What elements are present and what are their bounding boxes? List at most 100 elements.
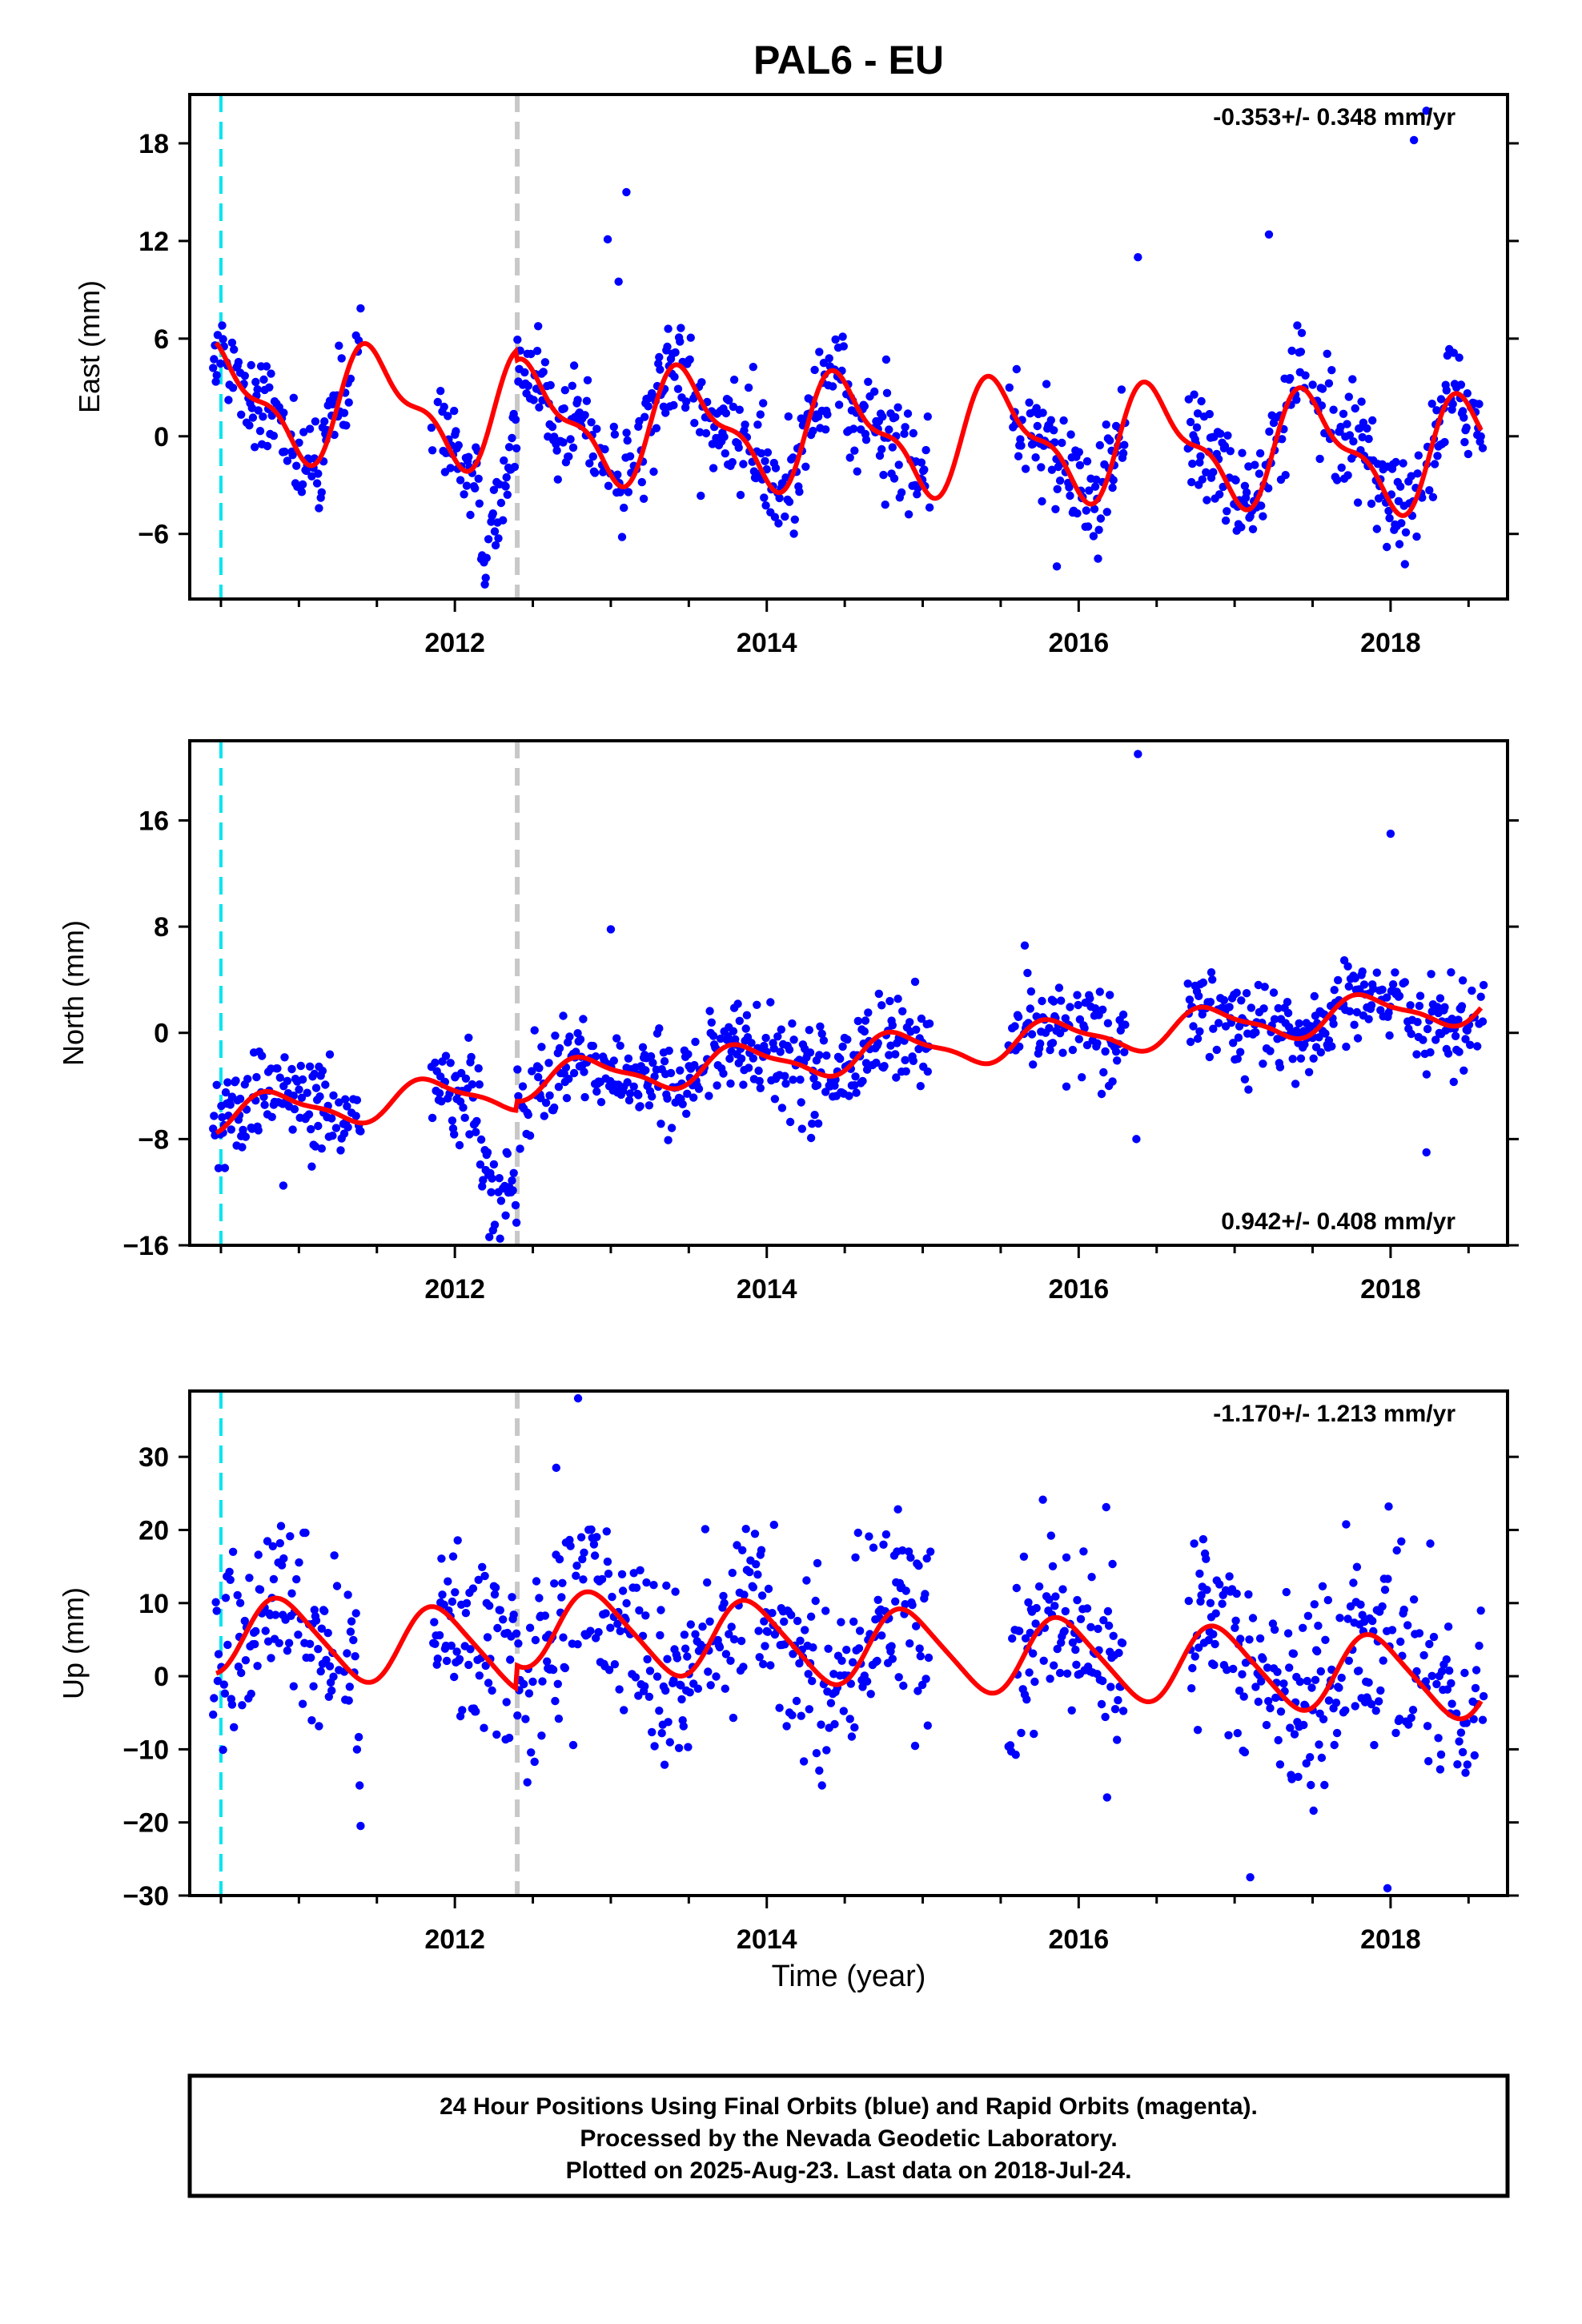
data-point — [808, 1676, 817, 1686]
data-point — [642, 1578, 651, 1587]
data-point — [790, 515, 799, 524]
data-point — [691, 1630, 700, 1638]
data-point — [1207, 968, 1216, 977]
data-point — [1195, 1643, 1203, 1652]
data-point — [1394, 497, 1403, 505]
data-point — [235, 1094, 245, 1104]
data-point — [1196, 452, 1205, 460]
data-point — [1233, 1729, 1243, 1738]
data-point — [252, 1072, 261, 1082]
up-panel: −30 −20 −10 0 10 20 30 2012 2014 2016 2018 Up (mm) -… — [57, 1389, 1519, 1955]
data-point — [1315, 1033, 1323, 1042]
data-point — [761, 501, 770, 510]
data-point — [460, 1113, 469, 1123]
data-point — [1209, 1024, 1218, 1033]
data-point — [1238, 1670, 1247, 1679]
data-point — [878, 412, 887, 421]
data-point — [1317, 401, 1327, 410]
data-point — [879, 470, 888, 480]
data-point — [632, 1583, 641, 1592]
data-point — [462, 481, 472, 490]
data-point — [1401, 528, 1411, 537]
data-point — [496, 498, 506, 508]
data-point — [1045, 1595, 1054, 1604]
data-point — [683, 1089, 692, 1099]
data-point — [612, 1034, 621, 1043]
data-point — [1017, 441, 1026, 450]
data-point — [823, 410, 832, 419]
data-point — [343, 1590, 352, 1599]
data-point — [881, 355, 891, 364]
data-point — [1195, 1027, 1204, 1036]
data-point — [701, 428, 711, 438]
data-point — [352, 1745, 362, 1754]
data-point — [337, 354, 346, 363]
data-point — [1033, 421, 1042, 431]
data-point — [861, 436, 871, 444]
data-point — [1082, 1604, 1092, 1613]
data-point — [1226, 447, 1235, 456]
data-point — [686, 333, 695, 342]
data-point — [580, 1068, 588, 1076]
data-point — [646, 1051, 656, 1061]
data-point — [1371, 1707, 1380, 1715]
data-point — [1359, 980, 1369, 989]
data-point — [925, 503, 934, 512]
data-point — [1067, 1706, 1076, 1715]
data-point — [1102, 508, 1112, 517]
data-point — [1062, 1082, 1071, 1092]
data-point — [594, 1627, 603, 1637]
data-point — [1364, 1678, 1373, 1687]
data-point — [1014, 452, 1023, 460]
data-point — [1351, 974, 1359, 983]
data-point — [503, 490, 512, 499]
data-point — [585, 459, 594, 468]
data-point — [1419, 1035, 1427, 1044]
data-point — [496, 1196, 506, 1205]
data-point — [912, 1025, 921, 1035]
data-point — [468, 1584, 478, 1593]
data-point — [923, 412, 933, 421]
data-point — [664, 1136, 673, 1144]
data-point — [601, 1609, 610, 1618]
data-point — [1351, 404, 1359, 413]
data-point — [1349, 437, 1358, 446]
data-point — [279, 1554, 288, 1563]
data-point — [741, 420, 749, 429]
data-point — [351, 1652, 359, 1661]
model-curve — [214, 340, 1484, 518]
data-point — [885, 996, 894, 1006]
data-point — [339, 1129, 349, 1138]
data-point — [1008, 1634, 1017, 1643]
data-point — [1391, 1728, 1400, 1738]
data-point — [634, 1691, 643, 1700]
data-point — [247, 1689, 255, 1699]
data-point — [1205, 409, 1215, 419]
data-point — [1197, 396, 1206, 406]
data-point — [1109, 476, 1118, 485]
data-point — [1247, 1003, 1256, 1012]
data-point — [471, 484, 480, 493]
outlier-point — [1383, 1884, 1392, 1893]
data-point — [1309, 1054, 1318, 1063]
data-point — [1102, 1793, 1112, 1802]
data-point — [1434, 1734, 1443, 1743]
data-point — [1327, 1042, 1336, 1051]
data-point — [511, 415, 520, 424]
data-point — [1460, 437, 1469, 447]
data-point — [811, 1596, 820, 1606]
data-point — [760, 493, 769, 502]
data-point — [1244, 1590, 1253, 1599]
data-point — [211, 377, 220, 386]
data-point — [1295, 1677, 1305, 1687]
data-point — [674, 1743, 684, 1752]
data-point — [1212, 1045, 1222, 1055]
data-point — [804, 1670, 813, 1679]
data-point — [520, 1679, 528, 1689]
data-point — [1055, 1668, 1065, 1678]
data-point — [480, 1723, 488, 1732]
data-point — [913, 1687, 922, 1695]
data-point — [328, 1132, 337, 1140]
data-point — [545, 1091, 554, 1100]
data-point — [309, 1682, 318, 1691]
